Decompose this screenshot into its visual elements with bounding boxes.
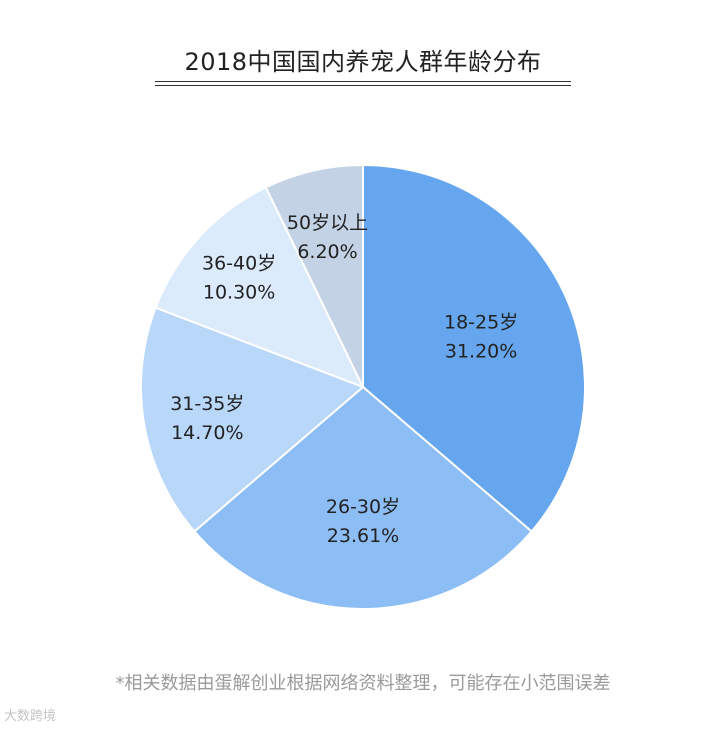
slice-category-label: 36-40岁 [202, 253, 276, 275]
title-underline-top [155, 81, 571, 82]
slice-category-label: 31-35岁 [170, 393, 244, 415]
footnote: *相关数据由蛋解创业根据网络资料整理，可能存在小范围误差 [115, 673, 611, 694]
watermark-logo: 大数跨境 [4, 709, 57, 724]
slice-value-label: 6.20% [297, 241, 357, 263]
slice-value-label: 31.20% [445, 341, 517, 363]
pie-slice [264, 163, 364, 388]
slice-category-label: 26-30岁 [326, 496, 400, 518]
chart-title: 2018中国国内养宠人群年龄分布 [184, 48, 542, 76]
slice-category-label: 50岁以上 [287, 212, 368, 234]
title-underline-bottom [155, 85, 571, 86]
slice-value-label: 14.70% [171, 422, 243, 444]
pie-slice [193, 385, 533, 610]
pie-slice [362, 163, 586, 533]
pie-slice [154, 186, 366, 389]
pie-slice [140, 306, 365, 533]
slice-category-label: 18-25岁 [444, 312, 518, 334]
slice-value-label: 10.30% [203, 282, 275, 304]
slice-value-label: 23.61% [327, 525, 399, 547]
